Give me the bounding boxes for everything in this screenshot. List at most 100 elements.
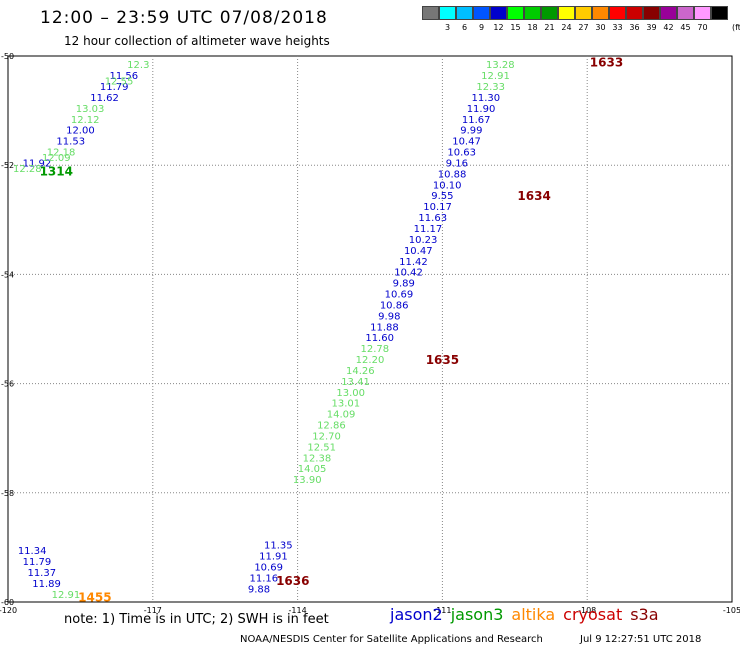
- data-point-label: 11.63: [418, 213, 447, 224]
- color-scale-cell: [711, 6, 728, 32]
- data-point-label: 10.17: [423, 202, 452, 213]
- data-point-label: 12.20: [356, 355, 385, 366]
- data-point-label: 10.42: [394, 268, 423, 279]
- legend-entry: altika: [511, 605, 556, 624]
- pass-time-annotation: 1635: [426, 353, 459, 367]
- satellite-legend: jason2 jason3 altika cryosat s3a: [390, 605, 659, 624]
- x-tick-label: -120: [0, 606, 17, 615]
- data-point-label: 11.42: [399, 257, 428, 268]
- data-point-label: 12.91: [481, 71, 510, 82]
- footer-timestamp: Jul 9 12:27:51 UTC 2018: [580, 634, 702, 645]
- color-scale-cell: 30: [592, 6, 609, 32]
- x-tick-label: -117: [144, 606, 162, 615]
- y-tick-label: -56: [1, 380, 14, 389]
- x-tick-label: -108: [578, 606, 596, 615]
- data-point-label: 12.3: [127, 60, 149, 71]
- plot-frame: [7, 55, 733, 603]
- color-swatch: [490, 6, 507, 20]
- color-swatch: [626, 6, 643, 20]
- data-point-label: 12.70: [312, 431, 341, 442]
- color-scale-cell: 6: [456, 6, 473, 32]
- data-point-label: 14.09: [327, 410, 356, 421]
- data-point-label: 12.09: [42, 153, 71, 164]
- y-tick-label: -52: [1, 161, 14, 170]
- data-point-label: 12.00: [66, 126, 95, 137]
- data-point-label: 9.88: [248, 584, 270, 595]
- data-point-label: 12.51: [307, 442, 336, 453]
- data-point-label: 11.67: [462, 115, 491, 126]
- y-tick-label: -58: [1, 489, 14, 498]
- data-point-label: 12.86: [317, 421, 346, 432]
- page-subtitle: 12 hour collection of altimeter wave hei…: [64, 34, 330, 48]
- color-swatch: [609, 6, 626, 20]
- color-scale-cell: 33: [609, 6, 626, 32]
- x-tick-label: -114: [289, 606, 307, 615]
- data-point-label: 10.47: [404, 246, 433, 257]
- color-scale-label: 9: [478, 23, 485, 32]
- y-tick-label: -50: [1, 52, 14, 61]
- color-scale-label: 21: [544, 23, 555, 32]
- legend-entry: jason3: [450, 605, 504, 624]
- footer-source: NOAA/NESDIS Center for Satellite Applica…: [240, 634, 543, 645]
- data-point-label: 12.33: [476, 82, 505, 93]
- data-point-label: 11.92: [23, 158, 52, 169]
- data-point-label: 12.18: [47, 148, 76, 159]
- color-scale-label: 33: [612, 23, 623, 32]
- pass-time-annotation: 1633: [590, 55, 623, 69]
- color-scale-label: 15: [510, 23, 521, 32]
- data-point-label: 12.55: [105, 77, 134, 88]
- color-swatch: [473, 6, 490, 20]
- color-scale-cell: 27: [575, 6, 592, 32]
- color-scale-cell: 39: [643, 6, 660, 32]
- data-point-label: 12.38: [303, 453, 332, 464]
- color-swatch: [592, 6, 609, 20]
- data-point-label: 13.41: [341, 377, 370, 388]
- color-scale: 3 6 9 12 15 18 21 24 27 30 33 36 39 42 45 70: [422, 6, 728, 32]
- note-text: note: 1) Time is in UTC; 2) SWH is in fe…: [64, 612, 329, 627]
- color-swatch: [439, 6, 456, 20]
- data-point-label: 11.79: [23, 557, 52, 568]
- data-point-label: 11.90: [467, 104, 496, 115]
- color-swatch: [575, 6, 592, 20]
- data-point-label: 10.69: [254, 563, 283, 574]
- color-scale-label: 42: [663, 23, 674, 32]
- data-point-label: 10.10: [433, 180, 462, 191]
- data-point-label: 11.91: [259, 552, 288, 563]
- data-point-label: 11.60: [365, 333, 394, 344]
- data-point-label: 11.53: [56, 137, 85, 148]
- data-point-label: 12.91: [52, 590, 81, 601]
- y-tick-label: -54: [1, 270, 14, 279]
- legend-entry: cryosat: [563, 605, 623, 624]
- color-scale-label: 27: [578, 23, 589, 32]
- data-point-label: 13.01: [332, 399, 361, 410]
- color-scale-cell: 36: [626, 6, 643, 32]
- legend-entry: s3a: [630, 605, 659, 624]
- data-point-label: 11.30: [472, 93, 501, 104]
- data-point-label: 10.23: [409, 235, 438, 246]
- color-scale-label: 70: [697, 23, 708, 32]
- color-swatch: [677, 6, 694, 20]
- data-point-label: 11.88: [370, 322, 399, 333]
- data-point-label: 10.88: [438, 169, 467, 180]
- data-point-label: 11.16: [249, 573, 278, 584]
- color-swatch: [558, 6, 575, 20]
- color-swatch: [541, 6, 558, 20]
- data-point-label: 13.28: [486, 60, 515, 71]
- y-tick-label: -60: [1, 598, 14, 607]
- color-scale-label: 45: [680, 23, 691, 32]
- color-scale-cell: 15: [507, 6, 524, 32]
- data-point-label: 14.05: [298, 464, 327, 475]
- data-point-label: 10.63: [447, 148, 476, 159]
- x-tick-label: -111: [433, 606, 451, 615]
- data-point-label: 11.79: [100, 82, 129, 93]
- pass-time-annotation: 1636: [276, 574, 309, 588]
- color-swatch: [456, 6, 473, 20]
- color-scale-cell: 12: [490, 6, 507, 32]
- color-scale-label: 39: [646, 23, 657, 32]
- color-scale-cell: 42: [660, 6, 677, 32]
- color-swatch: [524, 6, 541, 20]
- data-point-label: 11.62: [90, 93, 119, 104]
- data-point-label: 13.90: [293, 475, 322, 486]
- color-swatch: [711, 6, 728, 20]
- data-point-label: 10.86: [380, 300, 409, 311]
